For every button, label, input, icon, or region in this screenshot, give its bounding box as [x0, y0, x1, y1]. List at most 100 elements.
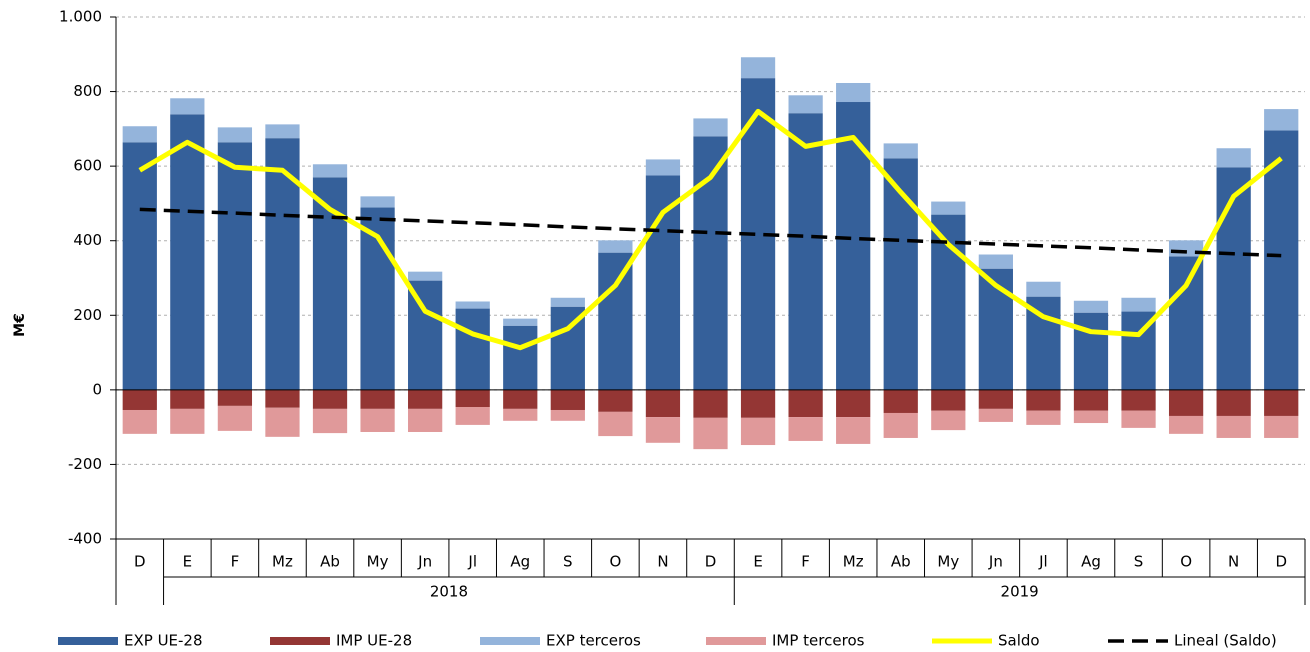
bar [836, 82, 871, 103]
legend-label: Lineal (Saldo) [1174, 632, 1277, 650]
bar [360, 389, 395, 409]
bar [1121, 389, 1156, 411]
x-tick-label: F [231, 553, 240, 571]
bar [1026, 281, 1061, 297]
trend-line [139, 207, 1282, 258]
bar [1264, 130, 1299, 390]
y-tick-label: 0 [92, 380, 102, 398]
bar [645, 175, 681, 390]
x-tick-label: Mz [843, 553, 864, 571]
bar [170, 98, 205, 115]
bar [788, 389, 823, 418]
bar [122, 142, 157, 390]
bar [312, 389, 348, 409]
bar [645, 159, 681, 176]
bar [645, 417, 681, 443]
x-tick-label: Jl [1038, 553, 1048, 571]
bar [693, 389, 728, 418]
bar [170, 408, 205, 434]
x-tick-label: D [1275, 553, 1287, 571]
x-tick-label: D [134, 553, 146, 571]
bar [122, 389, 157, 410]
bar [550, 409, 585, 421]
bar [408, 408, 443, 432]
x-tick-label: O [609, 553, 621, 571]
x-tick-label: Jn [988, 553, 1003, 571]
x-tick-label: Ab [320, 553, 340, 571]
bar [217, 389, 253, 406]
bar [455, 308, 490, 390]
line [138, 108, 1283, 351]
bar [1168, 256, 1204, 390]
x-tick-label: Ag [510, 553, 530, 571]
bar [693, 417, 728, 450]
bar [360, 408, 395, 432]
bar [1264, 389, 1299, 416]
x-tick-label: My [367, 553, 389, 571]
bar [1073, 300, 1109, 313]
x-tick-label: S [1134, 553, 1144, 571]
x-group-label: 2018 [430, 583, 468, 601]
bar [740, 417, 776, 446]
x-tick-label: E [753, 553, 762, 571]
x-tick-label: F [801, 553, 810, 571]
x-tick-label: D [705, 553, 717, 571]
x-tick-label: Jn [417, 553, 432, 571]
bar [788, 113, 823, 390]
x-tick-label: S [563, 553, 573, 571]
bar [550, 297, 585, 307]
bar [455, 301, 490, 309]
bar [740, 57, 776, 79]
x-tick-label: Jl [467, 553, 477, 571]
bar [217, 405, 253, 431]
x-tick-label: N [1228, 553, 1239, 571]
bar [170, 114, 205, 390]
bar [1168, 389, 1204, 416]
bar [455, 407, 490, 425]
bar [1216, 148, 1251, 168]
bar [503, 318, 538, 326]
bar [1121, 297, 1156, 312]
legend-label: IMP UE-28 [336, 632, 412, 650]
bar [978, 408, 1013, 422]
legend-label: EXP UE-28 [124, 632, 203, 650]
bar [265, 389, 300, 408]
bar [1026, 389, 1061, 411]
bar [836, 417, 871, 444]
legend-label: IMP terceros [772, 632, 865, 650]
y-tick-label: 400 [73, 231, 102, 249]
bar [836, 102, 871, 390]
x-group-label: 2019 [1001, 583, 1039, 601]
x-tick-label: O [1180, 553, 1192, 571]
bar [1073, 410, 1109, 424]
bar [360, 196, 395, 208]
bar [1264, 109, 1299, 131]
bar [122, 126, 157, 143]
y-tick-label: -400 [68, 530, 102, 548]
bar [217, 142, 253, 390]
bar [598, 411, 633, 437]
bar [598, 240, 633, 253]
bar [1264, 415, 1299, 438]
bar [503, 325, 538, 390]
y-tick-label: 200 [73, 306, 102, 324]
bar [503, 408, 538, 421]
bar [550, 389, 585, 410]
bar [122, 409, 157, 434]
bar [265, 124, 300, 139]
bar [788, 417, 823, 441]
bar [931, 410, 966, 431]
bar [265, 407, 300, 437]
bar [312, 408, 348, 434]
bar [1073, 312, 1109, 390]
bar [740, 389, 776, 418]
x-tick-label: Mz [272, 553, 293, 571]
bar [598, 252, 633, 390]
x-tick-label: Ab [891, 553, 911, 571]
bar [455, 389, 490, 408]
bar [1026, 410, 1061, 425]
bar [978, 268, 1013, 390]
y-tick-label: 800 [73, 82, 102, 100]
x-tick-label: My [937, 553, 959, 571]
